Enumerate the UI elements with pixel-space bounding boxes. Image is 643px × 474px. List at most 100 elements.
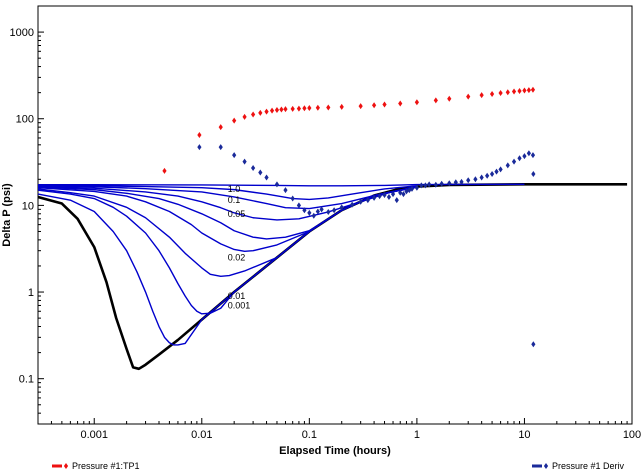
x-tick-label: 100 xyxy=(623,429,641,441)
pressure-point xyxy=(279,106,284,113)
derivative-point xyxy=(433,181,438,188)
pressure-point xyxy=(466,93,471,100)
x-tick-label: 10 xyxy=(518,429,530,441)
legend: Pressure #1:TP1 Pressure #1 Deriv xyxy=(52,461,625,471)
derivative-point xyxy=(382,191,387,198)
x-axis-label: Elapsed Time (hours) xyxy=(279,445,391,457)
derivative-point xyxy=(264,174,269,181)
derivative-point xyxy=(419,182,424,189)
derivative-point xyxy=(315,208,320,215)
derivative-point xyxy=(466,177,471,184)
derivative-point xyxy=(332,207,337,214)
derivative-point xyxy=(371,194,377,201)
derivative-point xyxy=(439,180,444,187)
derivative-point xyxy=(319,206,324,213)
pressure-point xyxy=(530,86,536,93)
derivative-point xyxy=(423,182,428,189)
pressure-point xyxy=(218,124,223,131)
legend-swatch-marker xyxy=(63,463,69,469)
derivative-point xyxy=(401,191,406,198)
derivative-point xyxy=(242,158,247,165)
pressure-point xyxy=(498,90,503,97)
derivative-point xyxy=(485,172,490,179)
pressure-point xyxy=(269,107,275,114)
derivative-point xyxy=(447,180,452,187)
derivative-point xyxy=(498,166,503,173)
pressure-point xyxy=(526,87,531,94)
pressure-point xyxy=(251,111,256,118)
derivative-point xyxy=(531,341,536,348)
derivative-point xyxy=(409,185,415,192)
pressure-point xyxy=(290,105,295,112)
derivative-point xyxy=(377,193,382,200)
pressure-point xyxy=(414,99,419,106)
y-tick-label: 1 xyxy=(28,287,34,299)
derivative-point xyxy=(350,201,355,208)
curve-label: 0.01 xyxy=(228,291,246,301)
pressure-point xyxy=(371,102,377,109)
pressure-point xyxy=(358,103,363,110)
type-curve-line xyxy=(38,184,417,201)
derivative-point xyxy=(505,162,510,169)
derivative-point xyxy=(274,181,280,188)
curve-label: 0.001 xyxy=(228,300,251,310)
derivative-point xyxy=(326,208,331,215)
derivative-point xyxy=(307,209,312,216)
x-tick-label: 1 xyxy=(414,429,420,441)
derivative-point xyxy=(232,152,237,159)
derivative-point xyxy=(218,144,223,151)
derivative-point xyxy=(427,181,432,188)
type-curve-line xyxy=(38,185,418,346)
pressure-point xyxy=(283,106,288,113)
pressure-point xyxy=(382,101,387,108)
pressure-point xyxy=(232,117,237,124)
type-curve-line xyxy=(38,185,418,210)
derivative-point xyxy=(453,179,458,186)
pressure-point xyxy=(242,113,247,120)
derivative-point xyxy=(489,171,495,178)
legend-label: Pressure #1:TP1 xyxy=(72,461,140,471)
pressure-point xyxy=(489,90,495,97)
derivative-point xyxy=(526,150,531,157)
curve-label: 0.1 xyxy=(228,195,241,205)
y-tick-label: 10 xyxy=(22,200,34,212)
derivative-point xyxy=(414,184,419,191)
derivative-point xyxy=(386,193,392,200)
derivative-point xyxy=(296,202,302,209)
derivative-point xyxy=(473,176,478,183)
derivative-point xyxy=(339,204,344,211)
derivative-point xyxy=(290,195,295,202)
curve-label: 0.02 xyxy=(228,253,246,263)
pressure-point xyxy=(505,89,510,96)
y-tick-label: 1000 xyxy=(10,27,34,39)
pressure-point xyxy=(522,87,527,94)
derivative-point xyxy=(398,189,403,196)
pressure-point xyxy=(296,105,302,112)
derivative-point xyxy=(522,153,527,160)
radial-flow-curve xyxy=(38,183,628,371)
y-tick-label: 100 xyxy=(16,114,34,126)
x-tick-label: 0.1 xyxy=(302,429,317,441)
pressure-point xyxy=(398,100,403,107)
pressure-point xyxy=(315,104,320,111)
derivative-point xyxy=(365,197,370,204)
legend-label: Pressure #1 Deriv xyxy=(552,461,625,471)
axes: 0.001 0.01 0.1 1 10 100 0.1 1 10 100 1000 xyxy=(10,5,641,441)
pressure-point xyxy=(511,88,517,95)
pressure-point xyxy=(302,105,307,112)
plot-frame xyxy=(37,5,633,425)
derivative-point xyxy=(511,158,517,165)
derivative-point xyxy=(358,198,363,205)
curves xyxy=(38,183,628,371)
curve-label: 1.0 xyxy=(228,184,241,194)
derivative-point xyxy=(394,197,399,204)
type-curve-line xyxy=(38,183,525,187)
curve-labels: 1.00.1 0.05 0.02 0.010.001 xyxy=(228,184,251,311)
derivative-point xyxy=(302,207,307,214)
derivative-point xyxy=(479,174,484,181)
derivative-point xyxy=(251,165,256,172)
pressure-point xyxy=(264,108,269,115)
pressure-point xyxy=(258,109,263,116)
pressure-point xyxy=(447,95,452,102)
derivative-point xyxy=(390,191,396,198)
